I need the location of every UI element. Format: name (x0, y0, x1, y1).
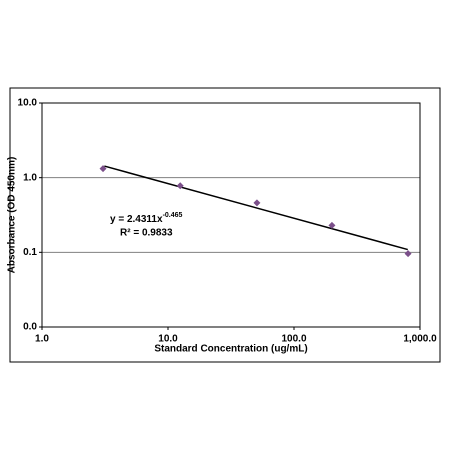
x-axis-label: Standard Concentration (ug/mL) (154, 344, 307, 355)
y-axis-label: Absorbance (OD 450nm) (7, 157, 18, 274)
chart-frame (9, 87, 441, 363)
point (328, 221, 336, 229)
point (253, 199, 261, 207)
equation: y = 2.4311x-0.465 (110, 212, 183, 225)
y-tick-label: 0.1 (23, 247, 37, 258)
equation-base: y = 2.4311x (110, 214, 163, 225)
equation-exponent: -0.465 (163, 212, 183, 219)
trendline (104, 165, 408, 251)
point (404, 250, 412, 258)
x-tick-label: 10.0 (158, 334, 178, 345)
x-tick-label: 1.0 (35, 334, 49, 345)
plot-area (41, 102, 421, 328)
y-tick-label: 10.0 (18, 98, 38, 109)
point (176, 182, 184, 190)
point (99, 165, 107, 173)
y-tick-label: 0.0 (23, 322, 37, 333)
y-tick-label: 1.0 (23, 172, 37, 183)
x-tick-label: 100.0 (281, 334, 306, 345)
x-tick-label: 1,000.0 (403, 334, 437, 345)
r-squared: R² = 0.9833 (120, 228, 173, 239)
